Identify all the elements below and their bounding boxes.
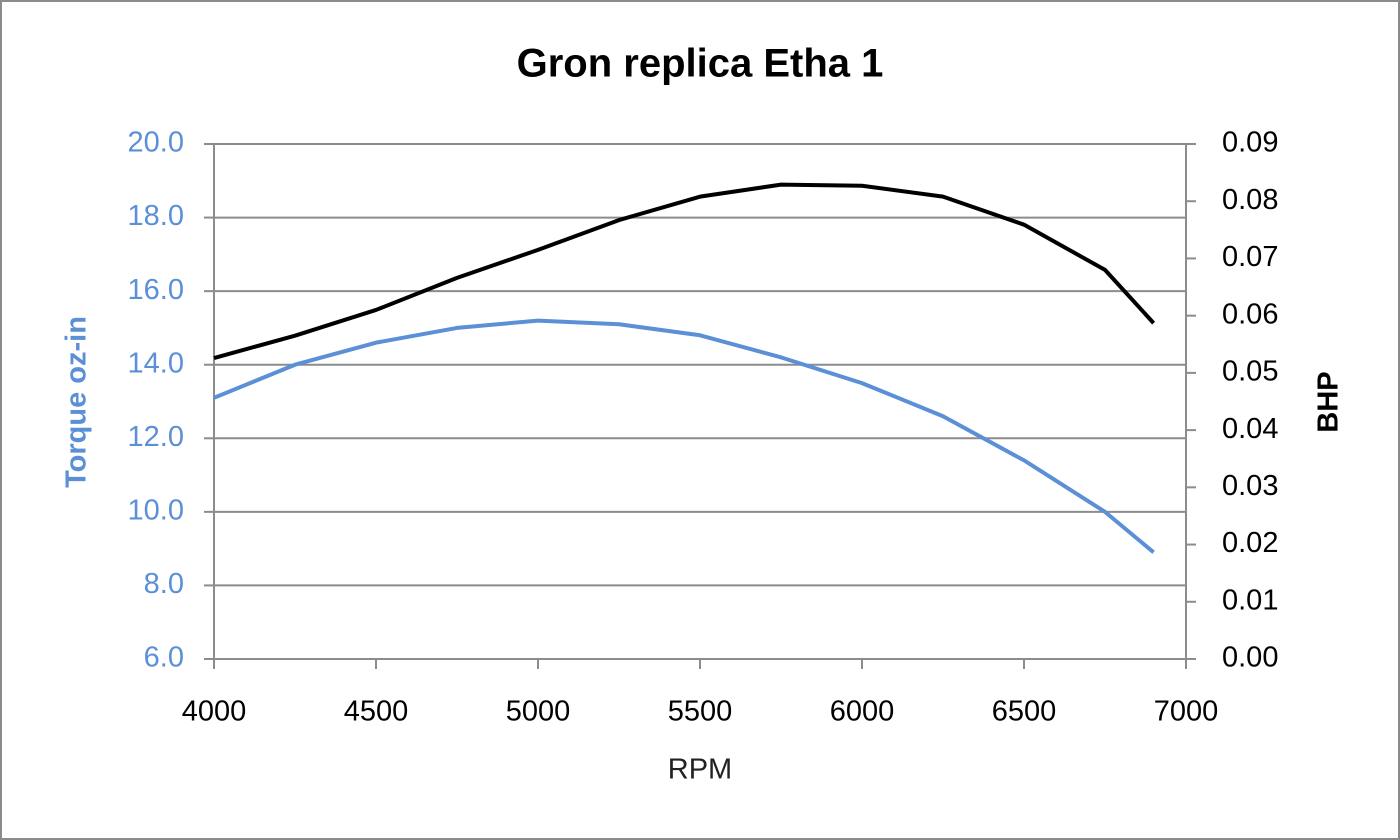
y2-tick-label: 0.06 xyxy=(1222,298,1278,330)
y2-tick-label: 0.02 xyxy=(1222,527,1278,559)
series-line xyxy=(213,182,1156,360)
y2-axis-label: BHP xyxy=(1313,371,1345,432)
x-tick-label: 4500 xyxy=(344,696,409,728)
y2-tick-label: 0.09 xyxy=(1222,127,1278,159)
y-tick-label: 14.0 xyxy=(128,347,184,379)
x-axis-label: RPM xyxy=(668,754,732,786)
x-tick-label: 6000 xyxy=(830,696,895,728)
y2-tick-label: 0.08 xyxy=(1222,184,1278,216)
y2-tick-label: 0.03 xyxy=(1222,470,1278,502)
x-tick-label: 6500 xyxy=(992,696,1057,728)
y-tick-label: 20.0 xyxy=(128,127,184,159)
chart-title: Gron replica Etha 1 xyxy=(517,42,884,86)
y-tick-label: 10.0 xyxy=(128,495,184,527)
y-tick-label: 8.0 xyxy=(144,568,184,600)
y-tick-label: 16.0 xyxy=(128,274,184,306)
y-tick-label: 6.0 xyxy=(144,642,184,674)
y-tick-label: 12.0 xyxy=(128,421,184,453)
y-tick-label: 18.0 xyxy=(128,200,184,232)
x-tick-label: 4000 xyxy=(182,696,247,728)
y2-tick-label: 0.05 xyxy=(1222,356,1278,388)
y2-tick-label: 0.01 xyxy=(1222,584,1278,616)
x-tick-label: 7000 xyxy=(1154,696,1219,728)
y2-tick-label: 0.04 xyxy=(1222,413,1278,445)
y2-tick-label: 0.00 xyxy=(1222,642,1278,674)
y2-tick-label: 0.07 xyxy=(1222,241,1278,273)
y-axis-label: Torque oz-in xyxy=(61,316,93,488)
x-tick-label: 5500 xyxy=(668,696,733,728)
series-line xyxy=(213,318,1155,554)
x-tick-label: 5000 xyxy=(506,696,571,728)
